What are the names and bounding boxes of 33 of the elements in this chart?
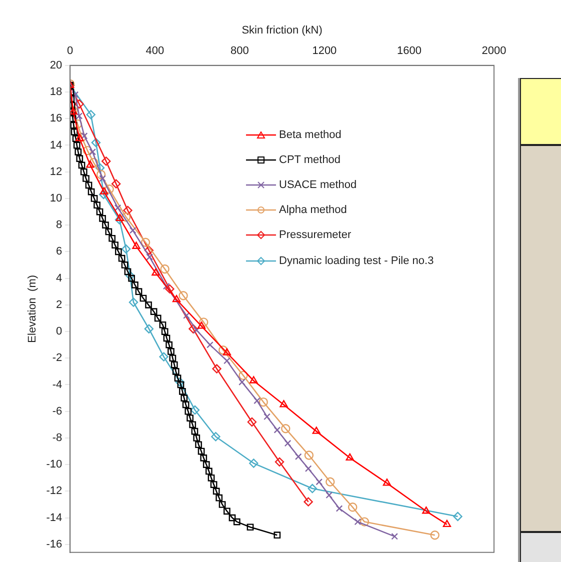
- y-tick-label: -12: [46, 485, 62, 498]
- y-tick-label: -14: [46, 512, 62, 524]
- y-tick-label: -6: [52, 405, 62, 418]
- y-tick-label: 8: [56, 219, 62, 232]
- x-tick-label: 0: [67, 44, 74, 57]
- legend-label: Pressuremeter: [279, 229, 352, 242]
- y-axis-title: Elevation (m): [26, 274, 39, 343]
- x-tick-label: 400: [146, 44, 164, 57]
- y-tick-label: -8: [52, 432, 62, 444]
- y-tick-label: -2: [52, 352, 62, 364]
- x-tick-label: 1200: [312, 44, 337, 57]
- legend-label: Beta method: [279, 128, 342, 141]
- y-tick-label: 10: [50, 192, 62, 204]
- y-tick-label: 12: [50, 166, 62, 178]
- y-tick-label: 2: [56, 298, 62, 311]
- y-tick-label: 18: [50, 86, 62, 98]
- legend-label: USACE method: [279, 178, 357, 191]
- y-tick-label: 14: [50, 139, 62, 152]
- y-tick-label: -16: [46, 538, 62, 550]
- y-tick-label: -10: [46, 458, 62, 471]
- y-tick-label: 4: [56, 272, 62, 284]
- y-tick-label: 0: [56, 326, 62, 338]
- x-tick-label: 1600: [396, 44, 422, 57]
- x-axis-title: Skin friction (kN): [242, 24, 322, 37]
- legend-label: CPT method: [279, 154, 341, 166]
- x-tick-label: 800: [230, 44, 249, 57]
- x-tick-label: 2000: [482, 44, 506, 57]
- legend-label: Alpha method: [279, 204, 347, 216]
- y-tick-label: 16: [50, 112, 62, 125]
- legend-label: Dynamic loading test - Pile no.3: [279, 254, 434, 267]
- y-tick-label: 20: [50, 59, 62, 72]
- y-tick-label: 6: [56, 246, 62, 258]
- y-tick-label: -4: [52, 378, 62, 391]
